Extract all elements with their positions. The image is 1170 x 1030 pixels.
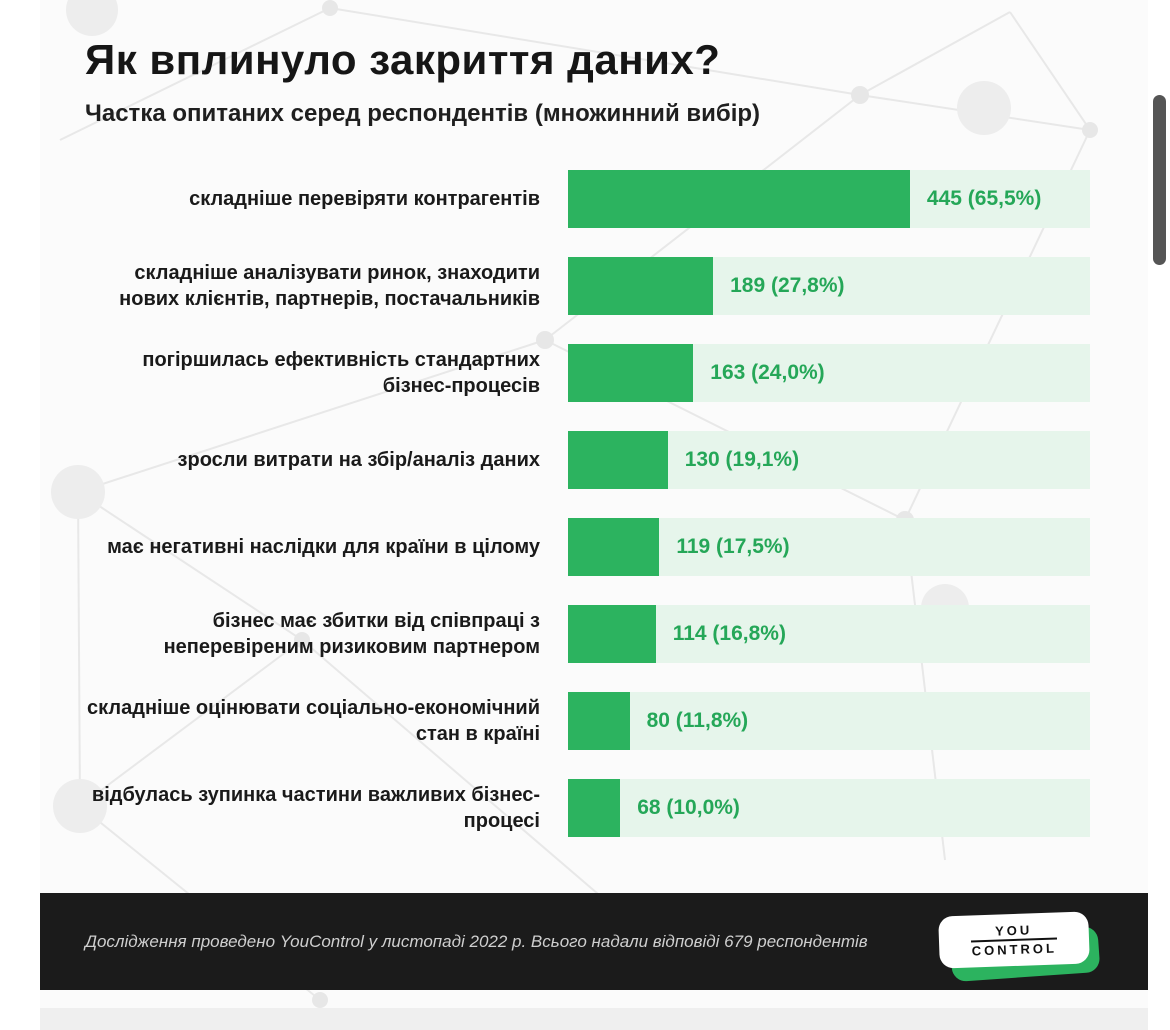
bar-track: 114 (16,8%) (568, 605, 1090, 663)
bar-track: 68 (10,0%) (568, 779, 1090, 837)
chart-row: складніше оцінювати соціально-економічни… (85, 692, 1090, 750)
bottom-strip (40, 1008, 1148, 1030)
footer-note: Дослідження проведено YouControl у листо… (85, 931, 868, 951)
bar-track: 163 (24,0%) (568, 344, 1090, 402)
bar-value-label: 80 (11,8%) (646, 709, 749, 732)
bar-fill (568, 518, 660, 576)
bar-chart: складніше перевіряти контрагентів 445 (6… (40, 170, 1148, 837)
bar-fill (568, 170, 910, 228)
bar-label: зросли витрати на збір/аналіз даних (177, 449, 540, 471)
bar-track: 119 (17,5%) (568, 518, 1090, 576)
bar-label: складніше перевіряти контрагентів (189, 188, 540, 210)
chart-row: зросли витрати на збір/аналіз даних 130 … (85, 431, 1090, 489)
bar-fill (568, 431, 668, 489)
bar-label: бізнес має збитки від співпраці з непере… (163, 610, 540, 658)
footer: Дослідження проведено YouControl у листо… (40, 893, 1148, 990)
bar-value-label: 114 (16,8%) (672, 622, 786, 645)
chart-row: складніше аналізувати ринок, знаходити н… (85, 257, 1090, 315)
bar-label: погіршилась ефективність стандартних біз… (142, 349, 540, 397)
bar-value-label: 130 (19,1%) (684, 448, 800, 471)
chart-row: складніше перевіряти контрагентів 445 (6… (85, 170, 1090, 228)
bar-label: складніше оцінювати соціально-економічни… (87, 697, 540, 745)
bar-label: складніше аналізувати ринок, знаходити н… (119, 262, 540, 310)
scrollbar-track[interactable] (1148, 0, 1170, 1030)
bar-label: відбулась зупинка частини важливих бізне… (91, 784, 540, 832)
page-title: Як вплинуло закриття даних? (85, 36, 721, 83)
bar-fill (568, 692, 630, 750)
bar-fill (568, 779, 621, 837)
bar-value-label: 163 (24,0%) (710, 361, 825, 384)
logo-text-control: CONTROL (971, 937, 1058, 958)
bar-fill (568, 257, 714, 315)
bar-fill (568, 605, 656, 663)
bar-track: 445 (65,5%) (568, 170, 1090, 228)
bar-track: 189 (27,8%) (568, 257, 1090, 315)
bar-label: має негативні наслідки для країни в ціло… (107, 536, 540, 558)
logo-text-you: YOU (994, 921, 1033, 939)
chart-row: відбулась зупинка частини важливих бізне… (85, 779, 1090, 837)
bar-value-label: 445 (65,5%) (926, 187, 1042, 210)
bar-value-label: 119 (17,5%) (676, 535, 790, 558)
bar-value-label: 189 (27,8%) (730, 274, 845, 297)
chart-row: погіршилась ефективність стандартних біз… (85, 344, 1090, 402)
bar-track: 80 (11,8%) (568, 692, 1090, 750)
logo-card: YOU CONTROL (938, 910, 1090, 969)
bar-value-label: 68 (10,0%) (637, 796, 740, 819)
youcontrol-logo: YOU CONTROL (938, 910, 1101, 982)
chart-row: має негативні наслідки для країни в ціло… (85, 518, 1090, 576)
scrollbar-thumb[interactable] (1153, 95, 1166, 265)
infographic-card: Як вплинуло закриття даних? Частка опита… (40, 0, 1148, 1008)
page-subtitle: Частка опитаних серед респондентів (множ… (85, 100, 761, 127)
bar-fill (568, 344, 694, 402)
chart-row: бізнес має збитки від співпраці з непере… (85, 605, 1090, 663)
bar-track: 130 (19,1%) (568, 431, 1090, 489)
